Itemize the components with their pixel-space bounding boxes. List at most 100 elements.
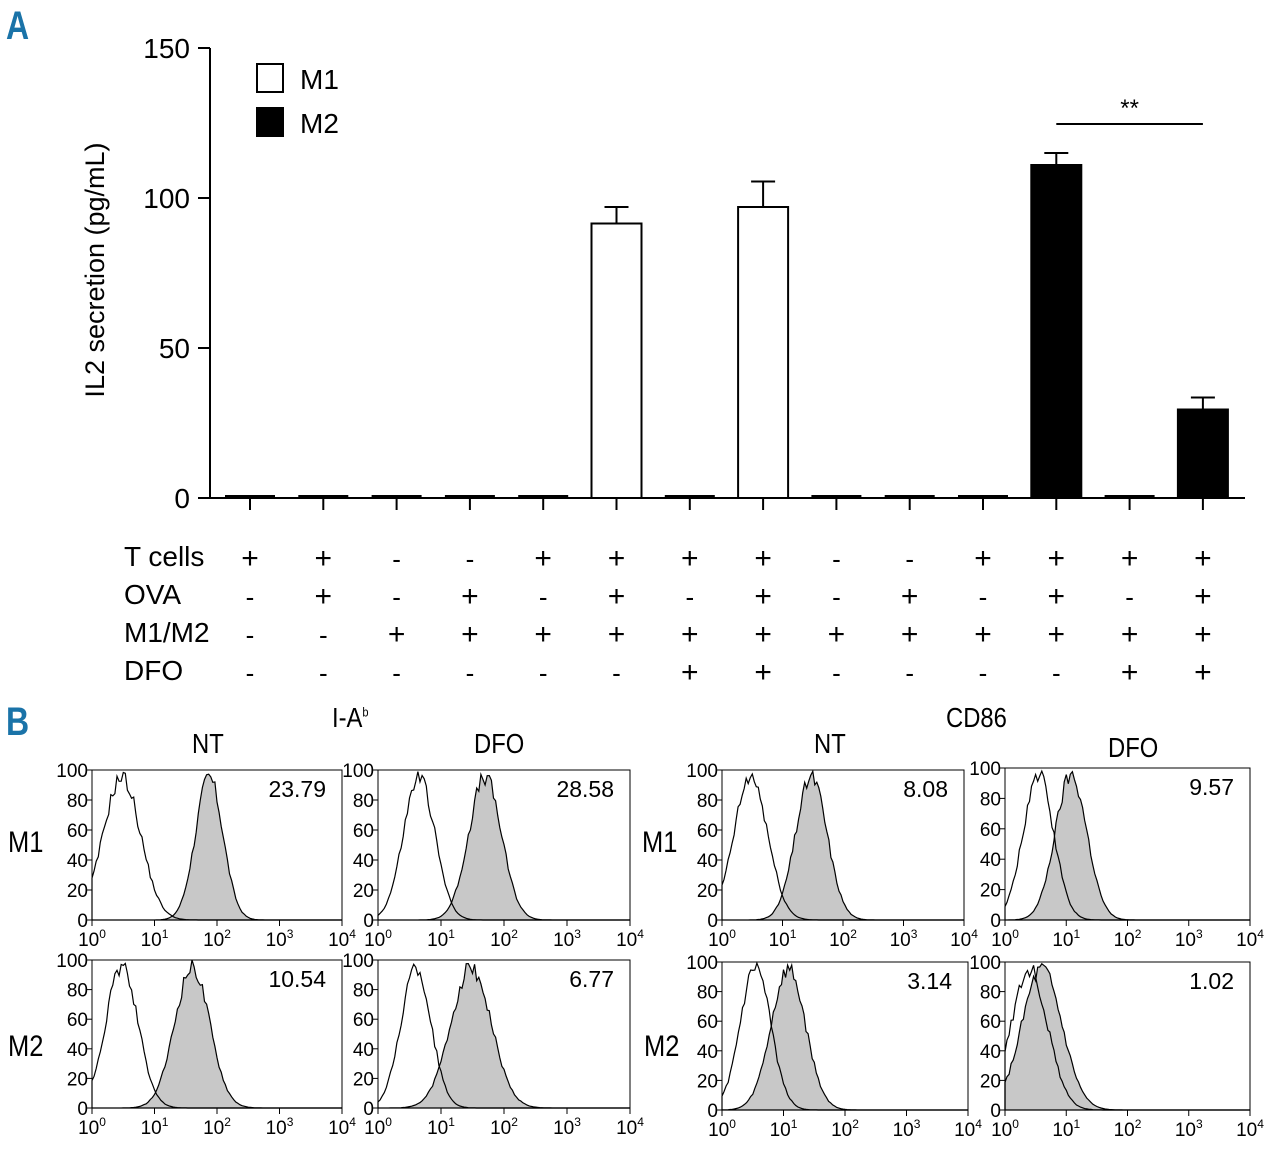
y-tick-label-100: 100: [143, 183, 190, 214]
bar: [664, 495, 715, 498]
control-histogram: [1004, 769, 1250, 921]
y-tick-label: 60: [67, 1010, 88, 1031]
bar: [1176, 408, 1229, 499]
condition-sign: -: [539, 658, 548, 688]
y-tick-label: 80: [980, 983, 1001, 1004]
control-histogram: [721, 961, 968, 1111]
condition-sign: -: [392, 582, 401, 612]
percent-positive-value: 6.77: [569, 966, 614, 992]
y-tick-label-50: 50: [159, 333, 190, 364]
condition-sign: -: [832, 544, 841, 574]
condition-label: OVA: [124, 579, 181, 610]
condition-sign: +: [1048, 618, 1066, 651]
condition-sign: -: [832, 658, 841, 688]
condition-sign: -: [612, 658, 621, 688]
x-tick-label: 101: [427, 1115, 455, 1139]
y-tick-label: 40: [980, 850, 1001, 871]
row-m2-left: M2: [8, 1030, 44, 1063]
y-tick-label: 60: [980, 1012, 1001, 1033]
condition-sign: -: [905, 544, 914, 574]
x-tick-label: 102: [1114, 1117, 1142, 1141]
condition-sign: -: [832, 582, 841, 612]
condition-sign: +: [754, 580, 772, 613]
y-tick-label: 0: [363, 911, 374, 932]
condition-sign: -: [246, 658, 255, 688]
x-tick-label: 101: [427, 927, 455, 951]
y-tick-label: 100: [342, 761, 374, 782]
percent-positive-value: 28.58: [556, 776, 614, 802]
y-tick-label: 20: [67, 1069, 88, 1090]
x-tick-label: 103: [890, 927, 918, 951]
y-tick-label: 100: [686, 761, 718, 782]
y-tick-label: 40: [67, 851, 88, 872]
x-tick-label: 101: [769, 927, 797, 951]
condition-sign: +: [1121, 542, 1139, 575]
bar: [811, 495, 862, 498]
x-tick-label: 104: [328, 927, 356, 951]
marker-cd86-label: CD86: [946, 702, 1007, 733]
percent-positive-value: 9.57: [1189, 774, 1234, 800]
x-tick-label: 102: [203, 927, 231, 951]
condition-sign: +: [754, 542, 772, 575]
y-tick-label: 80: [697, 791, 718, 812]
row-m2-right: M2: [644, 1030, 680, 1063]
y-tick-label: 80: [67, 791, 88, 812]
x-tick-label: 103: [553, 927, 581, 951]
bar: [444, 495, 495, 498]
x-tick-label: 102: [1114, 927, 1142, 951]
col-dfo-right: DFO: [1108, 732, 1159, 763]
condition-sign: +: [754, 618, 772, 651]
y-tick-label: 60: [353, 1010, 374, 1031]
y-tick-label: 80: [980, 789, 1001, 810]
histogram-m1-cd86-nt: 100 80 60 40 20 0 100 101 102 103 104 8.08: [686, 761, 978, 951]
x-tick-label: 101: [1052, 927, 1080, 951]
bar: [737, 206, 790, 499]
y-tick-label: 20: [980, 1071, 1001, 1092]
x-tick-label: 103: [893, 1117, 921, 1141]
y-tick-label: 20: [353, 881, 374, 902]
percent-positive-value: 3.14: [907, 968, 952, 994]
histogram-m2-cd86-nt: 100 80 60 40 20 0 100 101 102 103 104 3.14: [686, 953, 982, 1141]
y-tick-label: 80: [353, 981, 374, 1002]
x-tick-label: 100: [708, 1117, 736, 1141]
condition-sign: +: [608, 618, 626, 651]
y-tick-label: 100: [686, 953, 718, 974]
y-tick-label: 60: [353, 821, 374, 842]
control-histogram: [91, 771, 342, 921]
percent-positive-value: 8.08: [903, 776, 948, 802]
histogram-m2-ia-dfo: 100 80 60 40 20 0 100 101 102 103 104 6.77: [342, 951, 644, 1139]
condition-sign: -: [392, 658, 401, 688]
y-tick-label: 40: [697, 851, 718, 872]
x-tick-label: 100: [991, 1117, 1019, 1141]
condition-label: T cells: [124, 541, 204, 572]
bar: [298, 495, 349, 498]
histogram-m2-cd86-dfo: 100 80 60 40 20 0 100 101 102 103 104 1.02: [969, 953, 1264, 1141]
condition-sign: -: [466, 658, 475, 688]
panel-b-letter: B: [6, 700, 30, 744]
y-tick-label: 0: [707, 1101, 718, 1122]
y-tick-label: 80: [353, 791, 374, 812]
control-histogram: [377, 963, 630, 1109]
condition-sign: +: [241, 542, 259, 575]
y-tick-label: 60: [697, 1012, 718, 1033]
condition-sign: +: [461, 580, 479, 613]
bar: [884, 495, 935, 498]
histogram-m1-ia-dfo: 100 80 60 40 20 0 100 101 102 103 104 28.58: [342, 761, 644, 951]
legend-swatch-m1: [256, 63, 284, 93]
percent-positive-value: 1.02: [1189, 968, 1234, 994]
condition-sign: +: [974, 542, 992, 575]
condition-sign: +: [534, 618, 552, 651]
condition-sign: +: [315, 542, 333, 575]
bar: [518, 495, 569, 498]
x-tick-label: 102: [203, 1115, 231, 1139]
y-tick-label: 40: [67, 1040, 88, 1061]
condition-sign: -: [246, 620, 255, 650]
condition-sign: -: [319, 658, 328, 688]
histogram-m2-ia-nt: 100 80 60 40 20 0 100 101 102 103 104 10.54: [56, 951, 356, 1139]
condition-sign: +: [1194, 542, 1212, 575]
condition-sign: +: [1121, 656, 1139, 689]
legend-label-m1: M1: [300, 64, 339, 95]
